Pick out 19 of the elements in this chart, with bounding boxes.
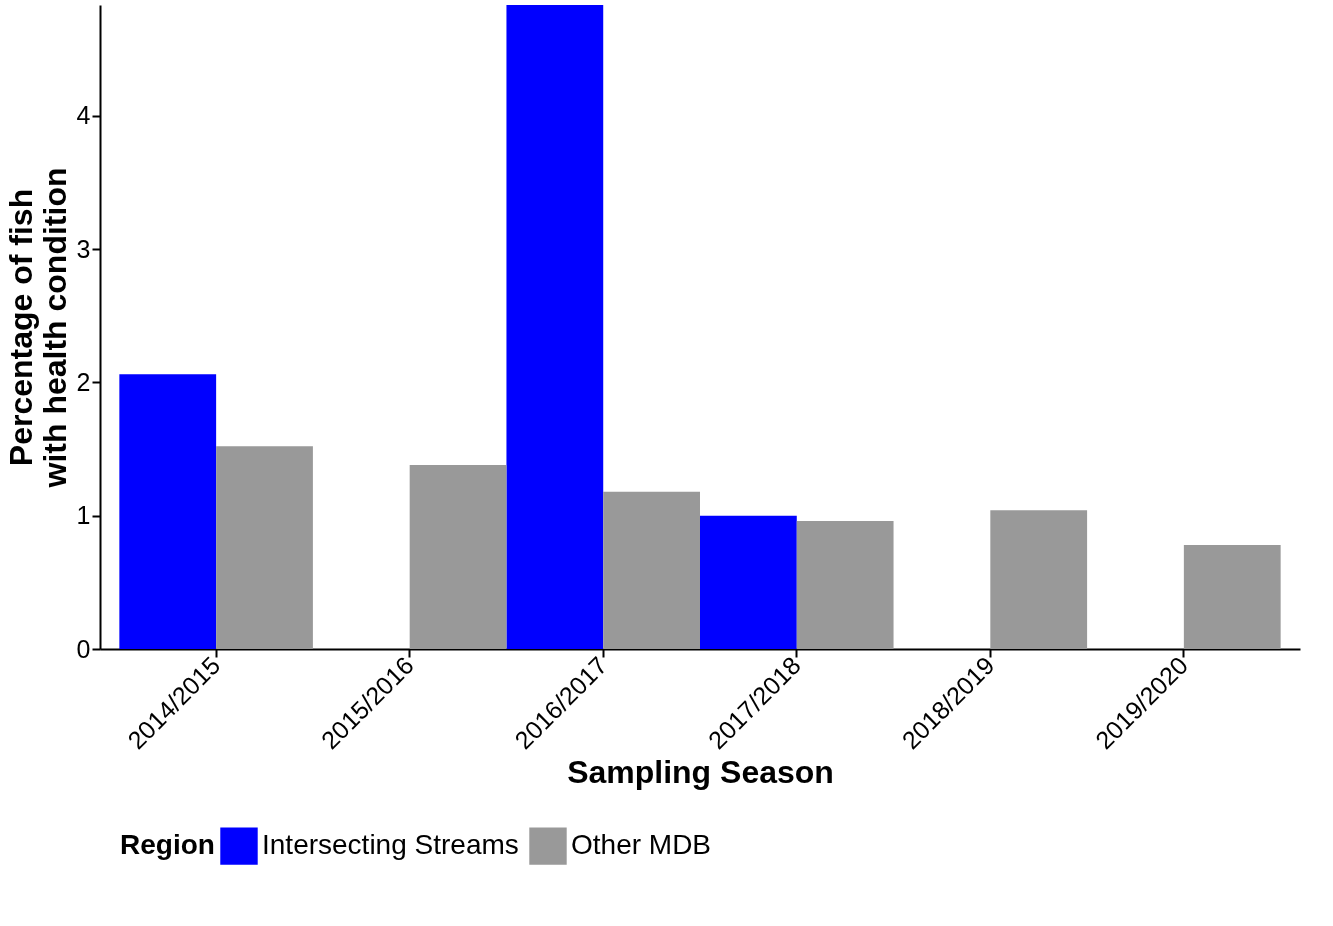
- bar: [506, 5, 604, 649]
- legend-title: Region: [120, 829, 215, 860]
- bar: [796, 521, 894, 649]
- bar: [1183, 545, 1281, 649]
- bar: [119, 374, 217, 649]
- bar: [603, 491, 700, 649]
- legend-label: Intersecting Streams: [262, 829, 519, 861]
- bar: [700, 515, 797, 649]
- y-tick-label: 0: [76, 634, 91, 663]
- y-tick-label: 3: [76, 234, 91, 263]
- bar: [990, 510, 1088, 649]
- bar: [409, 465, 507, 649]
- y-tick-label: 1: [76, 501, 91, 530]
- x-axis-title: Sampling Season: [567, 754, 834, 791]
- legend-label: Other MDB: [571, 829, 712, 861]
- y-axis-title: Percentage of fish with health condition: [2, 167, 73, 489]
- bar: [216, 446, 313, 649]
- y-tick-label: 2: [76, 367, 91, 396]
- y-tick-label: 4: [76, 101, 91, 130]
